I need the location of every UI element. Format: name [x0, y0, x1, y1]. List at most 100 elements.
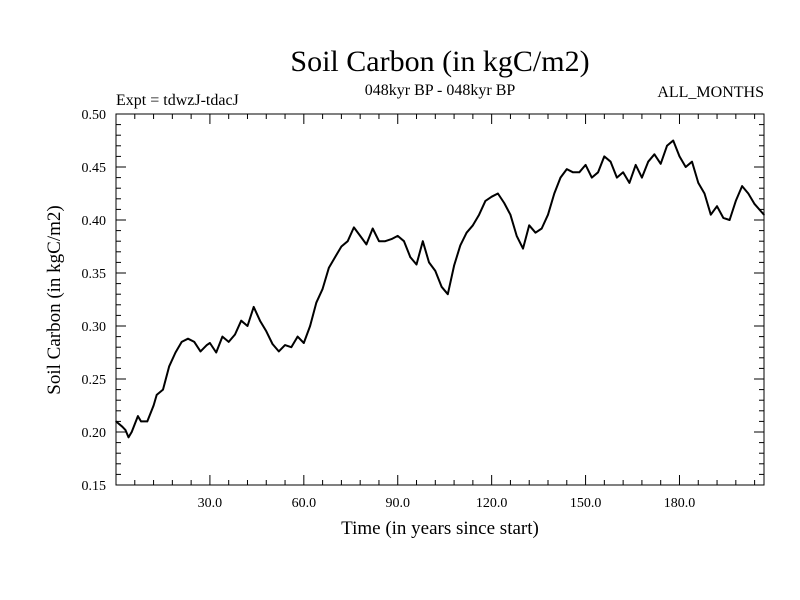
- y-tick-label: 0.40: [82, 214, 107, 229]
- data-point: [509, 213, 512, 216]
- data-point: [168, 365, 171, 368]
- data-point: [547, 213, 549, 216]
- data-point: [440, 285, 443, 288]
- data-point: [409, 256, 412, 258]
- data-point: [390, 238, 393, 240]
- data-point: [515, 235, 518, 237]
- data-point: [115, 420, 117, 423]
- x-axis-ticks: [134, 114, 756, 485]
- data-point: [591, 176, 593, 179]
- data-point: [528, 224, 531, 227]
- data-point: [265, 330, 268, 333]
- y-tick-label: 0.15: [82, 479, 107, 494]
- data-point: [303, 342, 305, 344]
- data-point: [130, 431, 133, 433]
- data-point: [540, 227, 543, 230]
- data-point: [127, 436, 130, 439]
- data-point: [428, 261, 430, 264]
- data-point: [155, 394, 158, 396]
- data-point: [246, 325, 249, 327]
- data-point: [140, 420, 142, 423]
- x-tick-label: 30.0: [198, 496, 223, 511]
- x-tick-label: 120.0: [476, 496, 508, 511]
- soil-carbon-series-points: [115, 139, 765, 439]
- data-point: [162, 388, 164, 391]
- data-point: [259, 319, 261, 322]
- data-point: [290, 346, 293, 349]
- data-point: [641, 176, 643, 179]
- data-point: [741, 185, 743, 187]
- data-point: [152, 404, 155, 407]
- data-point: [628, 182, 631, 184]
- data-point: [565, 168, 568, 170]
- data-point: [365, 243, 368, 246]
- data-point: [647, 160, 649, 163]
- data-point: [490, 195, 493, 198]
- x-tick-label: 60.0: [292, 496, 317, 511]
- data-point: [415, 263, 418, 266]
- data-point: [321, 288, 324, 290]
- y-tick-label: 0.50: [82, 108, 107, 123]
- data-point: [296, 335, 299, 338]
- data-point: [434, 270, 437, 272]
- data-point: [622, 171, 624, 174]
- data-point: [284, 344, 286, 346]
- data-point: [597, 171, 599, 174]
- x-axis-tick-labels: 30.0 60.0 90.0 120.0 150.0 180.0: [198, 496, 696, 511]
- data-point: [653, 153, 656, 156]
- data-point: [340, 245, 343, 248]
- data-point: [124, 429, 127, 431]
- data-point: [234, 333, 236, 336]
- data-point: [503, 202, 505, 204]
- data-point: [221, 335, 224, 338]
- data-point: [472, 224, 474, 227]
- data-point: [396, 235, 399, 237]
- data-point: [240, 319, 243, 322]
- x-tick-label: 150.0: [570, 496, 602, 511]
- data-point: [227, 341, 230, 343]
- data-point: [371, 227, 374, 230]
- data-point: [716, 205, 718, 208]
- data-point: [309, 325, 311, 327]
- y-tick-label: 0.35: [82, 267, 107, 282]
- y-tick-label: 0.25: [82, 373, 107, 388]
- data-point: [459, 244, 462, 247]
- data-point: [137, 415, 139, 417]
- data-point: [747, 192, 750, 195]
- x-tick-label: 180.0: [664, 496, 696, 511]
- data-point: [763, 213, 765, 216]
- y-axis-tick-labels: 0.15 0.20 0.25 0.30 0.35 0.40 0.45 0.50: [82, 108, 107, 494]
- data-point: [453, 264, 455, 267]
- soil-carbon-series-line: [115, 139, 765, 439]
- data-point: [709, 213, 712, 216]
- data-point: [666, 145, 668, 147]
- data-point: [603, 155, 606, 158]
- data-point: [703, 192, 706, 195]
- data-point: [753, 203, 756, 205]
- period-label: 048kyr BP - 048kyr BP: [365, 82, 516, 99]
- months-label: ALL_MONTHS: [657, 84, 764, 101]
- data-point: [522, 247, 524, 250]
- data-point: [553, 192, 556, 195]
- y-axis-label: Soil Carbon (in kgC/m2): [44, 205, 65, 394]
- data-point: [271, 343, 274, 345]
- data-point: [728, 219, 731, 221]
- chart-title: Soil Carbon (in kgC/m2): [290, 45, 589, 78]
- data-point: [315, 301, 318, 304]
- data-point: [180, 341, 183, 343]
- data-point: [634, 164, 637, 166]
- data-point: [465, 231, 468, 234]
- data-point: [691, 160, 693, 163]
- data-point: [572, 171, 574, 174]
- data-point: [353, 226, 355, 229]
- data-point: [209, 342, 211, 344]
- data-point: [121, 425, 124, 428]
- data-point: [378, 240, 380, 242]
- y-axis-ticks: [116, 124, 764, 475]
- data-point: [384, 240, 387, 242]
- data-point: [146, 420, 149, 423]
- data-point: [205, 344, 208, 346]
- x-tick-label: 90.0: [385, 496, 410, 511]
- data-point: [484, 200, 487, 202]
